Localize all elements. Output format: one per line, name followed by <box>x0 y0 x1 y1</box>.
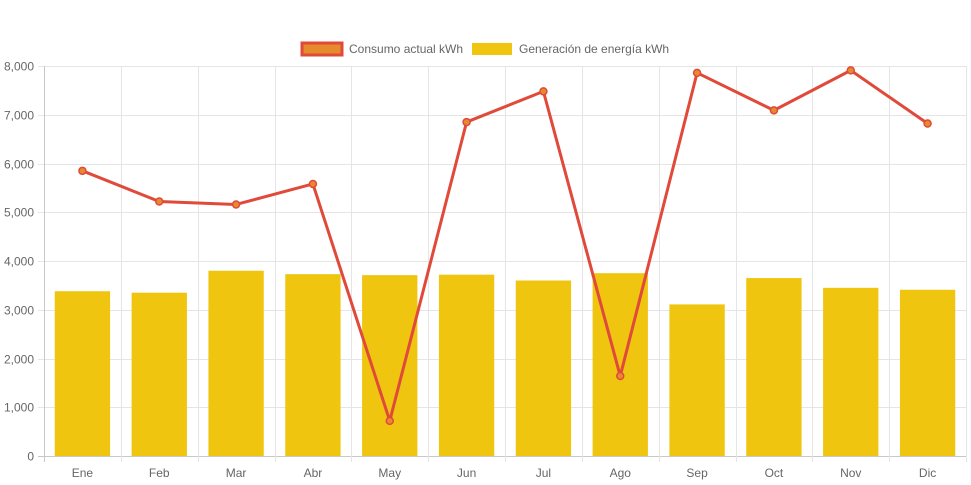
point-may[interactable] <box>385 416 394 426</box>
bar-jul[interactable] <box>515 280 572 457</box>
bar-oct[interactable] <box>746 278 802 456</box>
legend-swatch-generacion[interactable] <box>472 43 512 55</box>
point-oct[interactable] <box>769 106 779 115</box>
x-tick-label: Abr <box>304 466 323 480</box>
x-tick-label: Mar <box>226 466 247 480</box>
point-mar[interactable] <box>231 200 241 209</box>
point-ene[interactable] <box>78 166 87 176</box>
legend-label-consumo[interactable]: Consumo actual kWh <box>349 42 463 56</box>
legend[interactable]: Consumo actual kWh Generación de energía… <box>300 41 669 57</box>
y-tick-label: 0 <box>27 450 34 464</box>
point-feb[interactable] <box>155 197 164 206</box>
grid <box>38 66 967 462</box>
x-tick-label: Sep <box>686 466 708 480</box>
bar-jun[interactable] <box>438 274 495 456</box>
bar-ene[interactable] <box>54 291 111 456</box>
point-nov[interactable] <box>846 66 855 75</box>
bar-sep[interactable] <box>669 304 725 456</box>
y-tick-label: 6,000 <box>4 158 34 172</box>
y-tick-label: 7,000 <box>4 109 34 123</box>
point-abr[interactable] <box>308 179 318 189</box>
point-jun[interactable] <box>462 117 471 127</box>
bar-abr[interactable] <box>285 274 341 456</box>
point-ago[interactable] <box>616 371 625 381</box>
x-tick-label: Oct <box>765 466 784 480</box>
y-tick-label: 8,000 <box>4 60 34 74</box>
x-tick-label: Ago <box>610 466 632 480</box>
line-series <box>78 66 932 426</box>
axes: 0 1,000 2,000 3,000 4,000 5,000 6,000 7,000 8,00… <box>4 60 936 481</box>
legend-swatch-consumo[interactable] <box>300 41 344 57</box>
x-tick-label: Ene <box>72 466 94 480</box>
bar-nov[interactable] <box>823 287 879 456</box>
y-tick-label: 2,000 <box>4 353 34 367</box>
x-tick-label: Feb <box>149 466 170 480</box>
x-tick-label: Nov <box>840 466 861 480</box>
point-jul[interactable] <box>539 87 548 96</box>
point-sep[interactable] <box>692 68 702 78</box>
x-tick-label: Jun <box>457 466 476 480</box>
legend-label-generacion[interactable]: Generación de energía kWh <box>519 42 669 56</box>
x-tick-label: May <box>378 466 401 480</box>
y-tick-label: 4,000 <box>4 255 34 269</box>
line-consumo <box>81 68 929 423</box>
point-dic[interactable] <box>923 119 932 128</box>
x-tick-label: Jul <box>536 466 551 480</box>
y-tick-label: 3,000 <box>4 304 34 318</box>
bar-mar[interactable] <box>208 270 264 456</box>
bar-series <box>54 270 956 457</box>
x-tick-label: Dic <box>919 466 936 480</box>
y-tick-label: 1,000 <box>4 401 34 415</box>
bar-dic[interactable] <box>899 289 956 456</box>
y-tick-label: 5,000 <box>4 206 34 220</box>
bar-feb[interactable] <box>131 292 187 456</box>
